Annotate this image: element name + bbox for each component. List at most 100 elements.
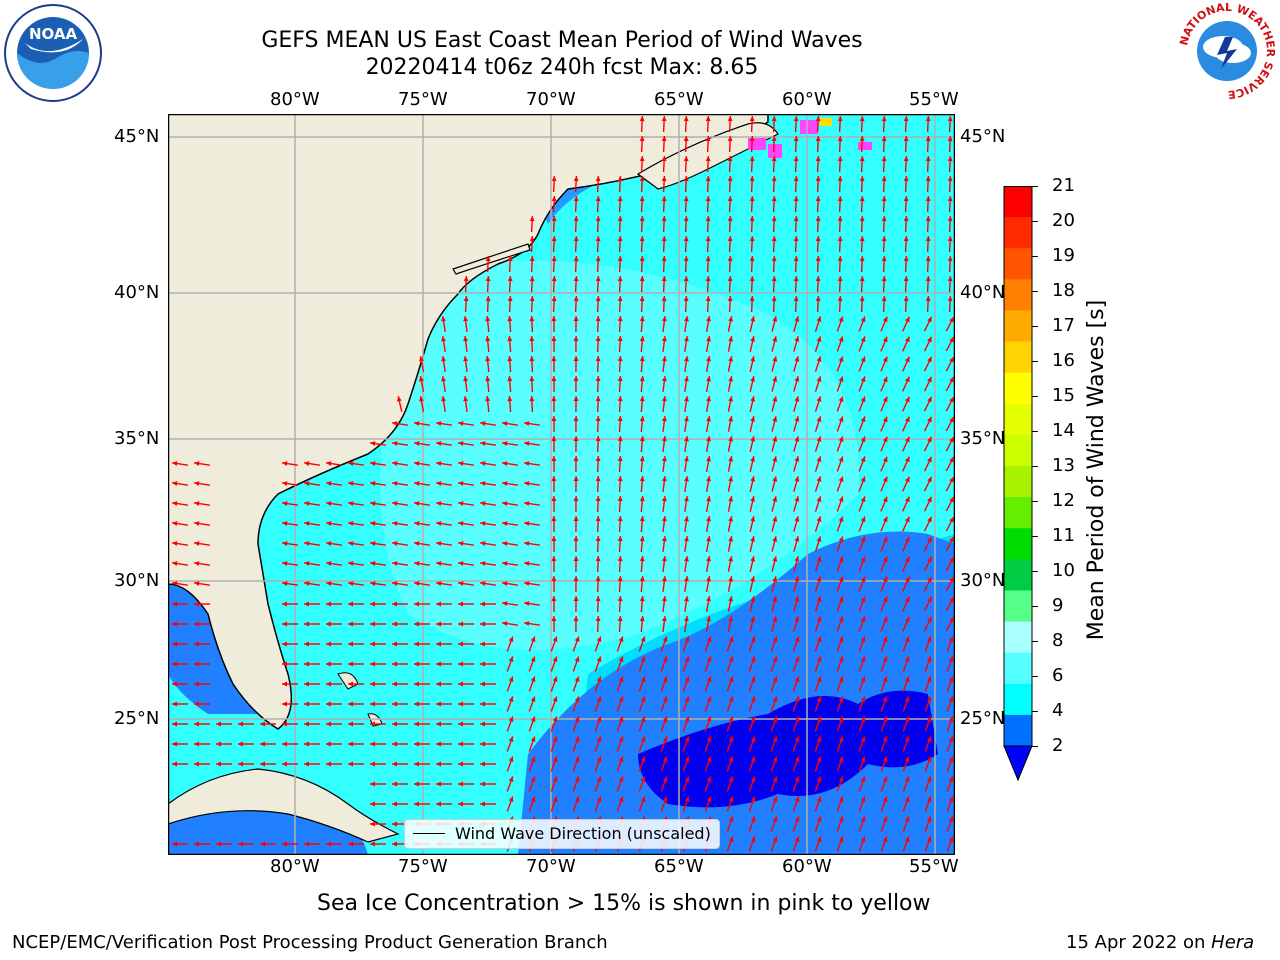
wind-wave-arrow	[814, 516, 822, 532]
wind-wave-arrow	[573, 295, 579, 313]
wind-wave-arrow	[946, 656, 954, 672]
wind-wave-arrow	[859, 255, 865, 273]
wind-wave-arrow	[727, 476, 734, 492]
wind-wave-arrow	[436, 621, 452, 627]
wind-wave-arrow	[748, 756, 756, 772]
colorbar-segment	[1004, 683, 1032, 716]
wind-wave-arrow	[726, 676, 734, 692]
wind-wave-arrow	[594, 636, 602, 652]
wind-wave-arrow	[814, 756, 822, 772]
wind-wave-arrow	[771, 336, 778, 352]
wind-wave-arrow	[749, 616, 756, 632]
wind-wave-arrow	[880, 536, 888, 552]
colorbar-tick-label: 6	[1052, 665, 1064, 686]
wind-wave-arrow	[727, 215, 733, 233]
wind-wave-arrow	[682, 736, 690, 752]
wind-wave-arrow	[436, 601, 452, 607]
wind-wave-arrow	[573, 335, 579, 353]
wind-wave-arrow	[594, 676, 602, 692]
wind-wave-arrow	[413, 561, 431, 566]
wind-wave-arrow	[595, 595, 601, 613]
wind-wave-arrow	[880, 356, 888, 372]
wind-wave-arrow	[595, 275, 601, 293]
wind-wave-arrow	[485, 315, 491, 333]
wind-wave-arrow	[573, 515, 579, 533]
wind-wave-arrow	[793, 155, 799, 173]
wind-wave-arrow	[793, 536, 800, 552]
wind-wave-arrow	[902, 396, 910, 412]
wind-wave-arrow	[551, 515, 557, 533]
wind-wave-arrow	[573, 255, 579, 273]
colorbar-tick	[1032, 291, 1038, 292]
wind-wave-arrow	[924, 836, 932, 852]
wind-wave-arrow	[682, 756, 690, 772]
wind-wave-arrow	[639, 595, 645, 613]
wind-wave-arrow	[814, 396, 822, 412]
wind-wave-arrow	[682, 696, 690, 712]
wind-wave-arrow	[551, 615, 557, 633]
wind-wave-arrow	[793, 496, 800, 512]
wind-wave-arrow	[348, 701, 364, 707]
wind-wave-arrow	[727, 336, 734, 352]
wind-wave-arrow	[573, 475, 579, 493]
wind-wave-arrow	[947, 135, 953, 153]
wind-wave-arrow	[858, 716, 866, 732]
wind-wave-arrow	[684, 415, 689, 433]
wind-wave-arrow	[881, 175, 887, 193]
wind-wave-arrow	[705, 135, 711, 153]
wind-wave-arrow	[749, 536, 756, 552]
wind-wave-arrow	[683, 155, 689, 173]
wind-wave-arrow	[480, 801, 496, 807]
wind-wave-arrow	[705, 535, 711, 553]
wind-wave-arrow	[282, 601, 298, 607]
colorbar-segment	[1004, 590, 1032, 623]
wind-wave-arrow	[837, 255, 843, 273]
wind-wave-arrow	[661, 115, 667, 133]
wind-wave-arrow	[880, 556, 888, 572]
wind-wave-arrow	[463, 316, 469, 332]
wind-wave-arrow	[639, 475, 645, 493]
wind-wave-arrow	[616, 796, 624, 812]
wind-wave-arrow	[661, 356, 667, 372]
wind-wave-arrow	[572, 796, 580, 812]
wind-wave-arrow	[661, 416, 667, 432]
wind-wave-arrow	[501, 601, 519, 606]
wind-wave-arrow	[392, 641, 408, 647]
wind-wave-arrow	[748, 836, 756, 852]
wind-wave-arrow	[595, 235, 601, 253]
wind-wave-arrow	[238, 721, 254, 727]
wind-wave-arrow	[391, 541, 409, 546]
wind-wave-arrow	[902, 316, 910, 332]
wind-wave-arrow	[551, 215, 557, 233]
wind-wave-arrow	[836, 656, 844, 672]
wind-wave-arrow	[705, 555, 711, 573]
wind-wave-arrow	[506, 656, 514, 672]
wind-wave-arrow	[661, 616, 667, 632]
wind-wave-arrow	[639, 195, 645, 213]
wind-wave-arrow	[793, 596, 800, 612]
wind-wave-arrow	[771, 316, 778, 332]
wind-wave-arrow	[727, 516, 734, 532]
wind-wave-arrow	[551, 455, 557, 473]
wind-wave-arrow	[836, 716, 844, 732]
wind-wave-arrow	[551, 595, 557, 613]
wind-wave-arrow	[837, 135, 843, 153]
colorbar-tick-label: 2	[1052, 735, 1064, 756]
wind-wave-arrow	[880, 456, 888, 472]
wind-wave-arrow	[881, 215, 887, 233]
wind-wave-arrow	[506, 756, 514, 772]
wind-wave-arrow	[683, 135, 689, 153]
wind-wave-arrow	[457, 521, 475, 526]
wind-wave-arrow	[325, 461, 343, 466]
lon-label-top: 80°W	[270, 89, 320, 110]
colorbar-segment	[1004, 341, 1032, 374]
wind-wave-arrow	[771, 456, 778, 472]
wind-wave-arrow	[880, 416, 888, 432]
wind-wave-arrow	[457, 541, 475, 546]
wind-wave-arrow	[903, 115, 909, 133]
wind-wave-arrow	[523, 501, 541, 506]
wind-wave-arrow	[946, 736, 954, 752]
wind-wave-arrow	[727, 115, 733, 133]
wind-wave-arrow	[463, 295, 469, 313]
wind-wave-arrow	[617, 615, 623, 633]
